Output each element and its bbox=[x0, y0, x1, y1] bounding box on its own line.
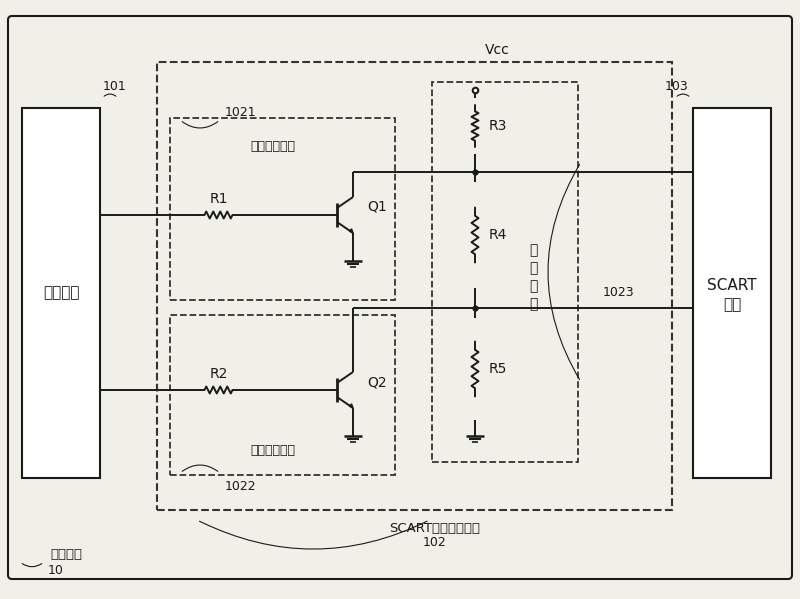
Text: 电子设备: 电子设备 bbox=[50, 549, 82, 561]
Text: 10: 10 bbox=[48, 564, 64, 576]
Bar bbox=[170, 315, 395, 475]
Text: 接口: 接口 bbox=[723, 298, 741, 313]
Polygon shape bbox=[349, 229, 353, 233]
Text: 1021: 1021 bbox=[225, 107, 257, 119]
Text: 路: 路 bbox=[529, 297, 537, 311]
Text: 第二开关电路: 第二开关电路 bbox=[250, 443, 295, 456]
Text: 压: 压 bbox=[529, 261, 537, 275]
Text: R1: R1 bbox=[210, 192, 228, 206]
Polygon shape bbox=[349, 404, 353, 408]
Text: 电: 电 bbox=[529, 279, 537, 293]
Text: SCART接口控制电路: SCART接口控制电路 bbox=[389, 522, 480, 534]
Text: 102: 102 bbox=[422, 536, 446, 549]
Bar bbox=[432, 82, 578, 462]
Text: 1022: 1022 bbox=[225, 480, 257, 494]
Text: 1023: 1023 bbox=[603, 286, 634, 298]
Bar bbox=[22, 108, 100, 478]
Bar bbox=[693, 108, 771, 478]
Text: Q2: Q2 bbox=[367, 375, 386, 389]
Bar bbox=[170, 118, 395, 300]
Text: SCART: SCART bbox=[707, 277, 757, 292]
Text: 第一开关电路: 第一开关电路 bbox=[250, 140, 295, 153]
Text: 处理芯片: 处理芯片 bbox=[42, 286, 79, 301]
Text: R2: R2 bbox=[210, 367, 228, 381]
Text: R3: R3 bbox=[489, 119, 507, 133]
Text: 103: 103 bbox=[664, 80, 688, 92]
Text: R4: R4 bbox=[489, 228, 507, 242]
Text: 分: 分 bbox=[529, 243, 537, 257]
Text: 101: 101 bbox=[103, 80, 126, 92]
Text: Vcc: Vcc bbox=[485, 43, 510, 57]
Text: Q1: Q1 bbox=[367, 200, 386, 214]
Bar bbox=[157, 62, 672, 510]
Text: R5: R5 bbox=[489, 362, 507, 376]
